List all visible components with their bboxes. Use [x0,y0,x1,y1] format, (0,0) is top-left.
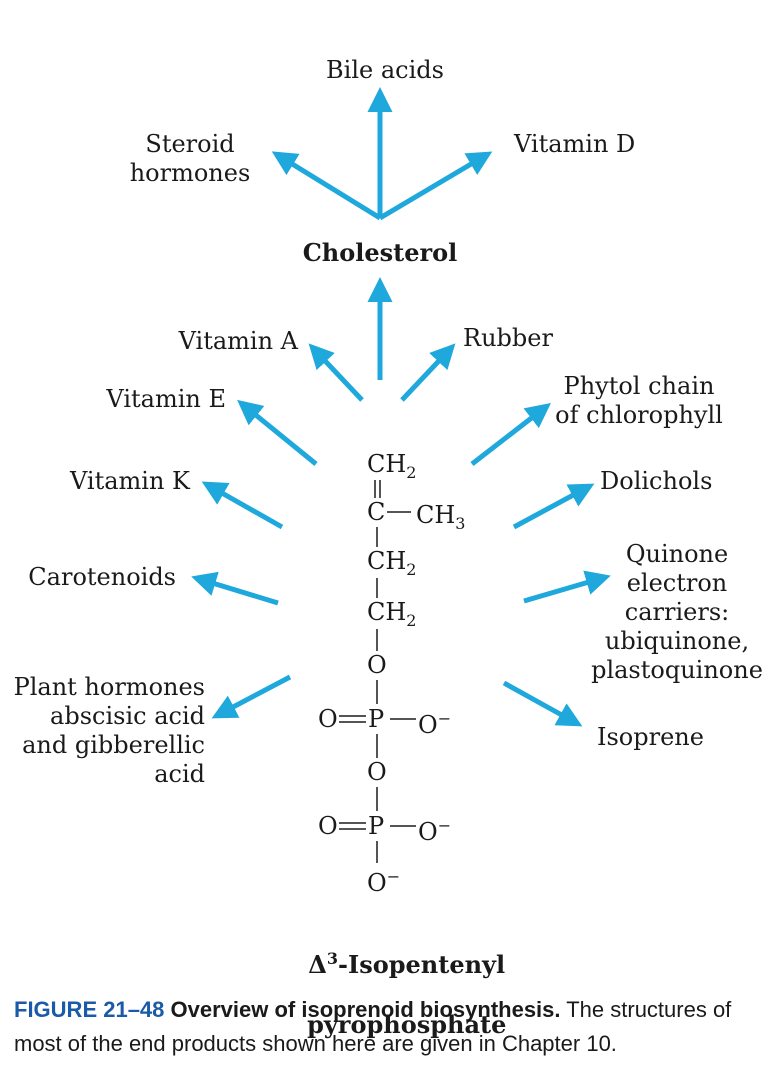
bond-c-ch2a [376,527,378,547]
arrow-to-vitamin-d [378,151,493,221]
double-bond-p2-a [339,822,366,824]
atom-o-minus2: O− [418,816,452,846]
atom-o2: O [367,758,387,786]
arrow-to-plant-hormones [211,674,292,719]
arrow-to-vitamin-k [201,481,284,530]
atom-ch2-top: CH2 [367,450,417,482]
bond-p1-o2 [376,734,378,758]
atom-p1: P [368,705,385,733]
atom-p2: P [368,812,385,840]
label-vitamin-k: Vitamin K [70,467,190,495]
bond-o2-p2 [376,787,378,811]
atom-ch2-b: CH2 [367,598,417,630]
arrow-to-carotenoids [191,571,279,606]
label-isoprene: Isoprene [597,723,704,751]
arrow-to-isoprene [502,680,583,727]
atom-ch2-a: CH2 [367,547,417,579]
double-bond-p1-a [339,715,366,717]
label-dolichols: Dolichols [600,467,713,495]
label-rubber: Rubber [463,324,553,352]
atom-c: C [367,498,386,526]
bond-o1-p1 [376,680,378,704]
bond-p2-ominus [390,825,416,827]
label-carotenoids: Carotenoids [28,563,176,591]
figure-caption-text: The structures of most of the end produc… [14,997,732,1056]
double-bond-p1-b [339,721,366,723]
arrow-to-rubber [400,343,456,402]
atom-o-minus3: O− [367,867,401,897]
label-cholesterol: Cholesterol [302,238,458,267]
figure-title: Overview of isoprenoid biosynthesis. [170,997,561,1022]
atom-o-minus1: O− [418,709,452,739]
bond-p2-o3 [376,841,378,863]
arrow-to-vitamin-a [308,343,364,402]
figure-caption: FIGURE 21–48 Overview of isoprenoid bios… [14,993,774,1061]
atom-ch3: CH3 [416,501,466,533]
figure-number: FIGURE 21–48 [14,997,165,1022]
label-vitamin-a: Vitamin A [178,327,298,355]
label-quinone-carriers: Quinone electron carriers: ubiquinone, p… [591,540,763,684]
arrow-to-quinone [523,570,611,604]
atom-o-eq2: O [318,812,338,840]
molecule-name: Δ3-Isopentenyl pyrophosphate [307,949,507,1039]
double-bond-left [374,480,376,498]
label-vitamin-e: Vitamin E [106,385,226,413]
label-vitamin-d: Vitamin D [514,130,636,158]
double-bond-p2-b [339,828,366,830]
bond-ch2b-o1 [376,629,378,651]
arrow-to-steroid-hormones [271,151,382,221]
double-bond-right [379,480,381,498]
label-steroid-hormones: Steroid hormones [129,130,251,187]
label-bile-acids: Bile acids [326,56,444,84]
atom-o1: O [367,651,387,679]
bond-ch2a-ch2b [376,578,378,598]
bond-p1-ominus [390,718,416,720]
label-plant-hormones: Plant hormones abscisic acid and gibbere… [13,673,205,788]
label-phytol-chain: Phytol chain of chlorophyll [555,372,723,429]
arrow-to-phytol [470,402,551,466]
atom-o-eq1: O [318,705,338,733]
bond-c-ch3 [387,511,411,513]
arrow-to-dolichols [512,483,595,530]
arrow-to-vitamin-e [237,399,318,466]
